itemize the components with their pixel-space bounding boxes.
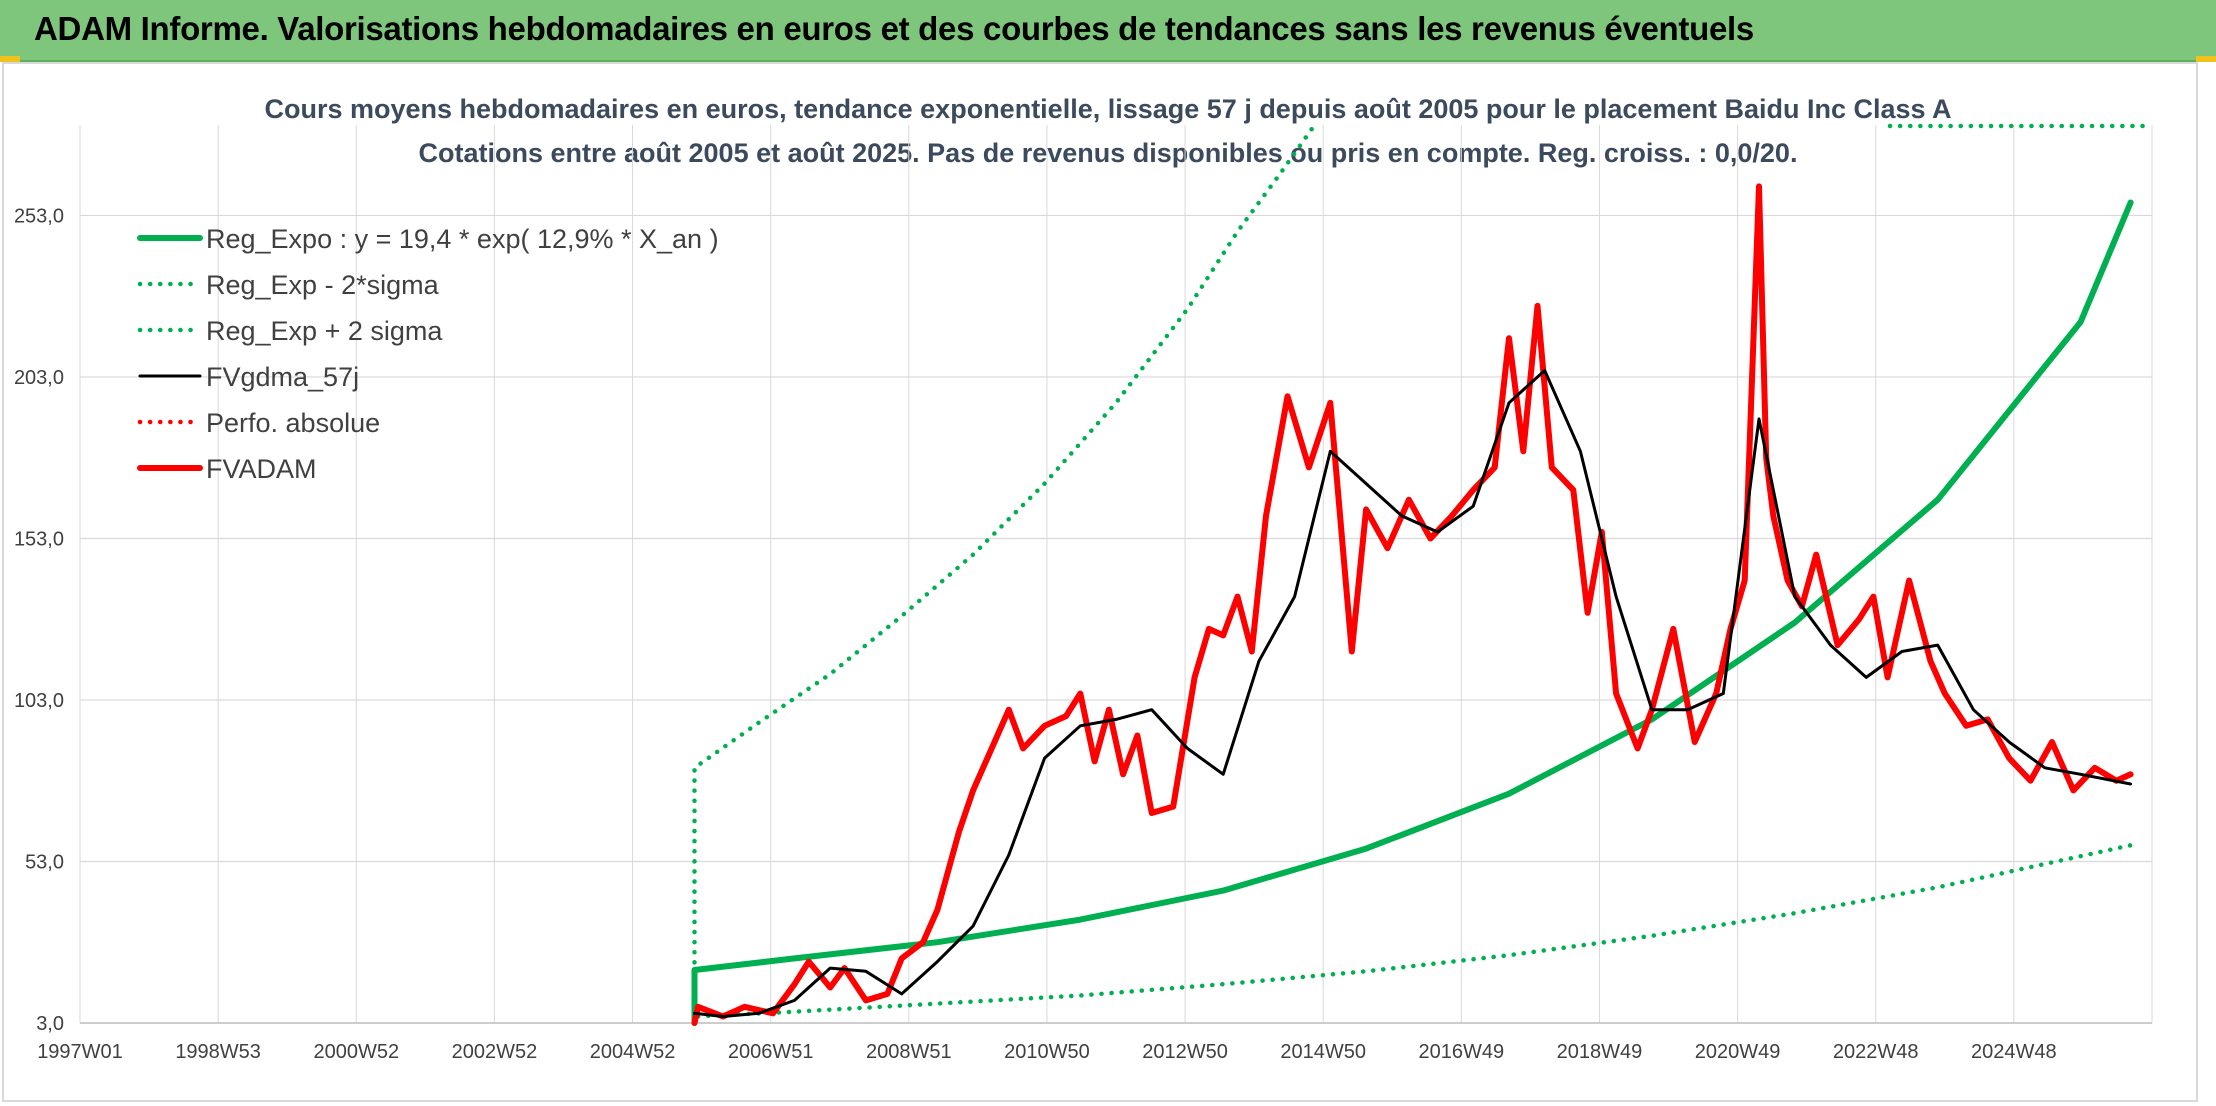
y-tick-label: 3,0 [36, 1013, 64, 1035]
legend-item-fvgdma-label: FVgdma_57j [206, 362, 359, 392]
report-banner: ADAM Informe. Valorisations hebdomadaire… [0, 0, 2216, 62]
x-tick-label: 1997W01 [37, 1041, 123, 1063]
x-tick-label: 2022W48 [1833, 1041, 1919, 1063]
x-tick-label: 2010W50 [1004, 1041, 1090, 1063]
chart-title: Cours moyens hebdomadaires en euros, ten… [264, 94, 1952, 124]
x-tick-label: 2020W49 [1695, 1041, 1781, 1063]
x-tick-label: 2006W51 [728, 1041, 814, 1063]
fvadam-line [691, 183, 2134, 1026]
x-tick-label: 2014W50 [1280, 1041, 1366, 1063]
x-tick-label: 2012W50 [1142, 1041, 1228, 1063]
y-tick-label: 253,0 [14, 205, 64, 227]
y-tick-label: 203,0 [14, 367, 64, 389]
x-tick-label: 2024W48 [1971, 1041, 2057, 1063]
reg-expo-line [691, 199, 2134, 1026]
chart-frame [2, 62, 2198, 1102]
legend-item-reg-exp-plus-label: Reg_Exp + 2 sigma [206, 316, 443, 346]
x-tick-label: 2016W49 [1419, 1041, 1505, 1063]
corner-marker-left [0, 56, 20, 62]
chart-subtitle: Cotations entre août 2005 et août 2025. … [418, 138, 1798, 168]
fvgdma-57j-line [693, 369, 2133, 1018]
legend-item-perfo-absolue-label: Perfo. absolue [206, 408, 380, 438]
x-tick-label: 2018W49 [1557, 1041, 1643, 1063]
legend-item-fvadam-label: FVADAM [206, 454, 317, 484]
x-tick-label: 1998W53 [175, 1041, 261, 1063]
legend-item-reg-exp-minus-label: Reg_Exp - 2*sigma [206, 270, 440, 300]
x-tick-label: 2000W52 [313, 1041, 399, 1063]
legend-item-reg-expo-label: Reg_Expo : y = 19,4 * exp( 12,9% * X_an … [206, 224, 719, 254]
x-tick-label: 2008W51 [866, 1041, 952, 1063]
x-tick-label: 2004W52 [590, 1041, 676, 1063]
reg-exp-minus-2sigma-line [692, 843, 2133, 1026]
y-tick-label: 53,0 [25, 851, 64, 873]
y-tick-label: 153,0 [14, 528, 64, 550]
reg-exp-plus-2sigma-line [692, 122, 1317, 1026]
y-tick-label: 103,0 [14, 690, 64, 712]
corner-marker-right [2196, 56, 2216, 62]
report-title: ADAM Informe. Valorisations hebdomadaire… [34, 10, 1754, 47]
x-tick-label: 2002W52 [452, 1041, 538, 1063]
